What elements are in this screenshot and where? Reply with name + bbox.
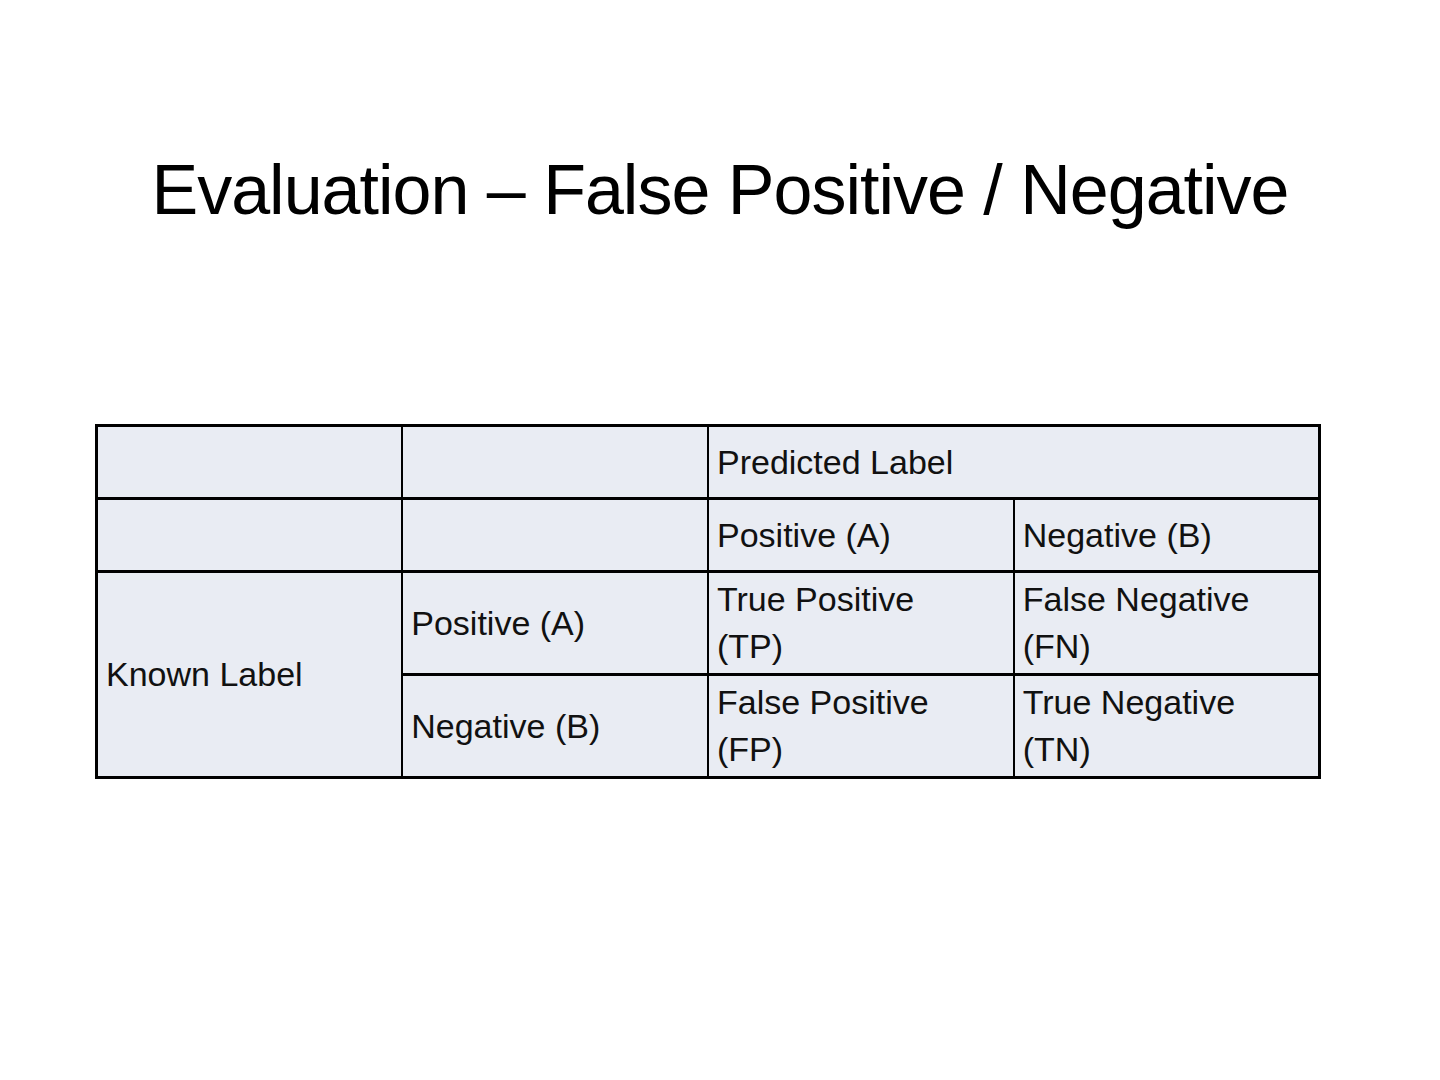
known-label-header: Known Label	[97, 572, 403, 778]
cell-true-negative: True Negative (TN)	[1014, 675, 1320, 778]
cell-false-positive: False Positive (FP)	[708, 675, 1014, 778]
corner-cell-second-second	[402, 499, 708, 572]
table-row: Known Label Positive (A) True Positive (…	[97, 572, 1320, 675]
predicted-label-header: Predicted Label	[708, 426, 1320, 499]
table-row: Positive (A) Negative (B)	[97, 499, 1320, 572]
slide-title: Evaluation – False Positive / Negative	[0, 152, 1440, 229]
corner-cell-top-second	[402, 426, 708, 499]
cell-true-positive: True Positive (TP)	[708, 572, 1014, 675]
cell-false-negative: False Negative (FN)	[1014, 572, 1320, 675]
row-header-positive: Positive (A)	[402, 572, 708, 675]
row-header-negative: Negative (B)	[402, 675, 708, 778]
col-header-positive: Positive (A)	[708, 499, 1014, 572]
confusion-matrix-table: Predicted Label Positive (A) Negative (B…	[95, 424, 1321, 779]
table-row: Predicted Label	[97, 426, 1320, 499]
corner-cell-second-left	[97, 499, 403, 572]
corner-cell-top-left	[97, 426, 403, 499]
col-header-negative: Negative (B)	[1014, 499, 1320, 572]
